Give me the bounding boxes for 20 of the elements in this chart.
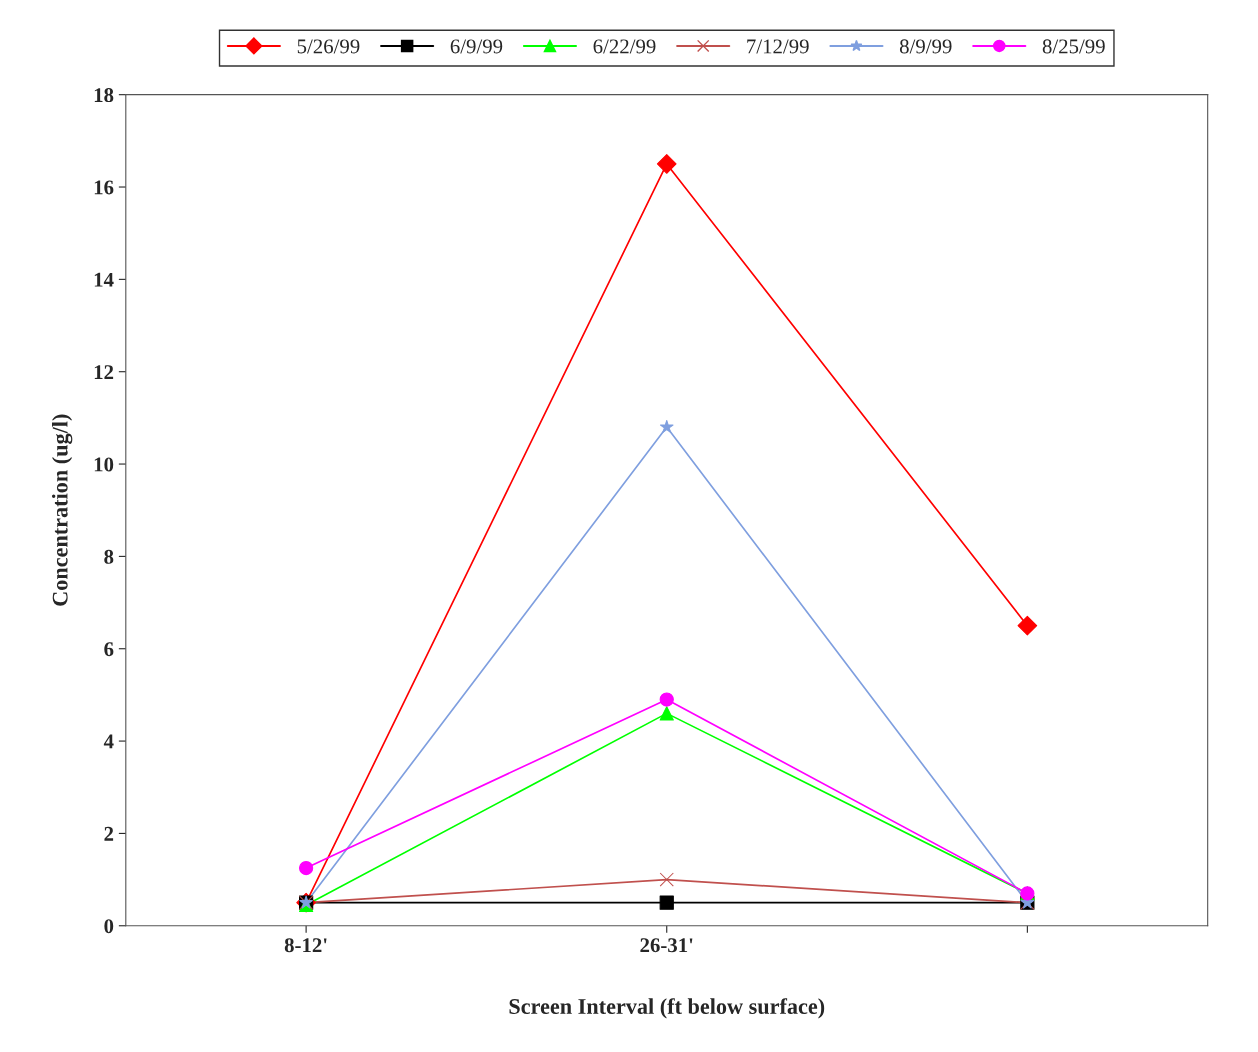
x-tick-label: 8-12' [284, 938, 327, 953]
x-axis-title: Screen Interval (ft below surface) [509, 998, 825, 1019]
y-axis-title: Concentration (ug/l) [52, 414, 73, 606]
y-tick-label: 16 [94, 180, 114, 195]
x-tick-label: 26-31' [640, 938, 693, 953]
y-tick-label: 4 [103, 734, 114, 749]
y-tick-label: 8 [104, 549, 114, 564]
y-tick-label: 10 [94, 457, 114, 472]
legend-label: 8/25/99 [1042, 39, 1105, 54]
y-tick-label: 14 [94, 272, 114, 287]
legend-label: 7/12/99 [747, 39, 809, 54]
y-tick-label: 18 [94, 88, 114, 103]
y-tick-label: 2 [104, 826, 114, 841]
y-tick-label: 12 [94, 365, 114, 379]
legend-label: 6/9/99 [450, 39, 503, 54]
legend-label: 8/9/99 [899, 39, 952, 54]
y-tick-label: 0 [104, 919, 114, 934]
legend-label: 6/22/99 [593, 39, 656, 54]
y-tick-label: 6 [104, 642, 114, 657]
legend-label: 5/26/99 [297, 39, 360, 54]
